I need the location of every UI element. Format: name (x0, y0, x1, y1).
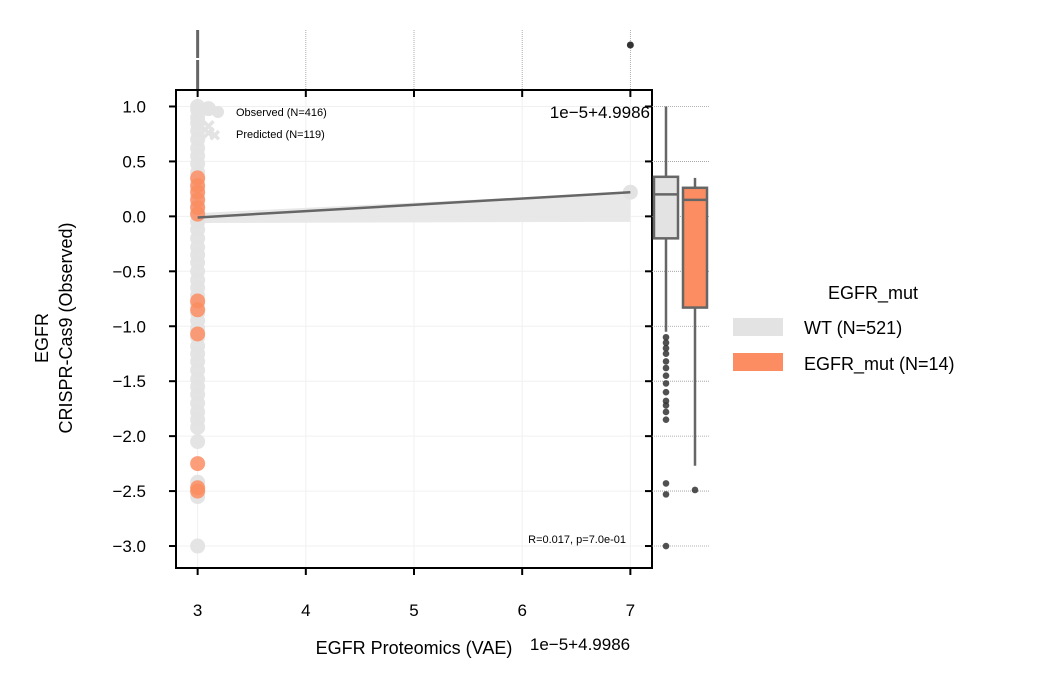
marker-legend-predicted-label: Predicted (N=119) (236, 129, 325, 141)
marker-legend-observed-symbol (212, 106, 224, 118)
x-tick-label-4: 7 (626, 601, 635, 620)
wt-box-outlier-15 (662, 542, 670, 550)
wt-box-outlier-4 (662, 358, 670, 365)
wt-box-outlier-13 (662, 480, 670, 487)
predicted-points (202, 120, 215, 140)
y-tick-label-5: −1.5 (112, 372, 146, 391)
y-tick-label-1: 0.5 (122, 152, 146, 171)
mut-point-5 (190, 206, 206, 222)
confidence-band-area (197, 192, 631, 223)
main-grid (176, 90, 652, 568)
stats-text: R=0.017, p=7.0e-01 (528, 534, 626, 546)
x-tick-label-3: 6 (517, 601, 526, 620)
regression-line (197, 190, 631, 219)
y-axis-title-line1: EGFR (32, 313, 52, 363)
wt-point-45 (190, 538, 206, 554)
wt-box-outlier-8 (662, 388, 670, 396)
wt-point-40 (190, 419, 206, 435)
mut-points (190, 170, 206, 499)
x-tick-label-2: 5 (409, 601, 418, 620)
top-outlier-point (626, 41, 634, 49)
mut-point-8 (190, 326, 206, 342)
predicted-point-1 (202, 126, 215, 140)
wt-box-outlier-10 (662, 402, 670, 409)
y-tick-label-0: 1.0 (122, 97, 146, 116)
x-tick-label-1: 4 (301, 601, 310, 620)
hue-legend-title: EGFR_mut (828, 283, 918, 304)
y-axis-title-line2: CRISPR-Cas9 (Observed) (56, 222, 76, 433)
hue-legend-mut-swatch (733, 353, 783, 371)
right-marginal-plot (652, 106, 710, 550)
x-tick-label-0: 3 (193, 601, 202, 620)
confidence-band (197, 192, 631, 223)
y-tick-label-6: −2.0 (112, 427, 146, 446)
wt-box-outlier-5 (662, 364, 670, 372)
x-offset-text-bottom: 1e−5+4.9986 (530, 635, 630, 654)
regression-line-path (197, 190, 631, 219)
marker-legend-predicted-symbol: ✖ (208, 128, 221, 145)
y-tick-label-7: −2.5 (112, 482, 146, 501)
x-axis-title: EGFR Proteomics (VAE) (316, 638, 513, 658)
wt-box-outlier-12 (662, 416, 670, 423)
mut-box-outlier-0 (691, 486, 699, 494)
wt-box-outlier-11 (662, 408, 670, 416)
mut-point-11 (190, 483, 206, 499)
y-tick-label-4: −1.0 (112, 317, 146, 336)
hue-legend: EGFR_mut WT (N=521) EGFR_mut (N=14) (733, 283, 955, 375)
wt-box-outlier-6 (662, 372, 670, 380)
wt-box-outlier-7 (662, 380, 670, 387)
wt-box-outlier-2 (662, 344, 670, 352)
y-axis-ticks: 1.0 0.5 0.0 −0.5 −1.0 −1.5 −2.0 −2.5 −3.0 (112, 97, 652, 556)
wt-point-41 (190, 434, 206, 450)
wt-box-outlier-0 (662, 333, 670, 341)
mut-point-7 (190, 302, 206, 318)
x-offset-text-top: 1e−5+4.9986 (550, 103, 650, 122)
y-tick-label-8: −3.0 (112, 537, 146, 556)
hue-legend-wt-label: WT (N=521) (804, 318, 902, 338)
x-axis-ticks: 3 4 5 6 7 (193, 90, 635, 620)
mut-box-box (681, 186, 709, 309)
hue-legend-wt-swatch (733, 318, 783, 336)
predicted-point-stroke-b-1 (202, 126, 215, 140)
wt-box-outlier-14 (662, 491, 670, 498)
top-marginal-plot (194, 30, 634, 90)
mut-point-9 (190, 456, 206, 472)
wt-box-box (652, 175, 680, 240)
hue-legend-mut-label: EGFR_mut (N=14) (804, 354, 955, 375)
wt-box-outlier-1 (662, 339, 670, 347)
marker-legend: Observed (N=416) ✖ Predicted (N=119) (208, 106, 327, 145)
y-tick-label-3: −0.5 (112, 262, 146, 281)
wt-box-outlier-3 (662, 350, 670, 358)
y-tick-label-2: 0.0 (122, 207, 146, 226)
marker-legend-observed-label: Observed (N=416) (236, 107, 327, 119)
